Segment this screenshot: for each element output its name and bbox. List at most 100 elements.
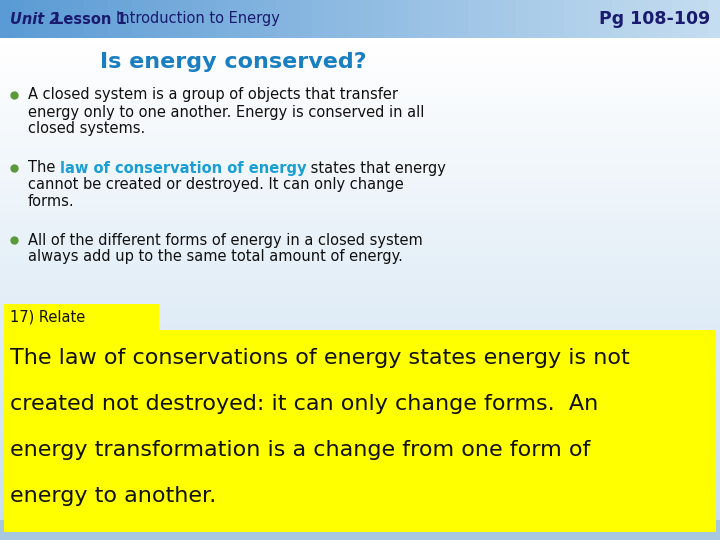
Bar	[144, 0, 157, 38]
Bar	[0, 448, 720, 457]
Bar	[0, 164, 720, 173]
Bar	[0, 63, 720, 72]
Bar	[0, 356, 720, 365]
Bar	[504, 0, 517, 38]
Bar	[0, 130, 720, 139]
Bar	[672, 0, 685, 38]
Bar	[228, 0, 241, 38]
Bar	[0, 465, 720, 474]
Bar	[48, 0, 61, 38]
Bar	[0, 97, 720, 106]
Bar	[60, 0, 73, 38]
Text: Lesson 1: Lesson 1	[54, 11, 127, 26]
Text: Introduction to Energy: Introduction to Energy	[116, 11, 280, 26]
Bar	[192, 0, 205, 38]
Text: cannot be created or destroyed. It can only change: cannot be created or destroyed. It can o…	[28, 178, 404, 192]
Bar	[180, 0, 193, 38]
Bar	[0, 205, 720, 215]
Bar	[264, 0, 277, 38]
Bar	[384, 0, 397, 38]
Bar	[0, 322, 720, 332]
Bar	[0, 197, 720, 206]
Bar	[0, 473, 720, 482]
Text: always add up to the same total amount of energy.: always add up to the same total amount o…	[28, 249, 403, 265]
Bar	[444, 0, 457, 38]
Bar	[156, 0, 169, 38]
Bar	[0, 105, 720, 114]
Bar	[12, 0, 25, 38]
Bar	[0, 507, 720, 516]
Bar	[0, 264, 720, 273]
Bar	[0, 172, 720, 181]
Bar	[324, 0, 337, 38]
Bar	[132, 0, 145, 38]
Bar	[0, 55, 720, 64]
Bar	[456, 0, 469, 38]
Bar	[516, 0, 529, 38]
Bar	[492, 0, 505, 38]
Bar	[0, 46, 720, 56]
Bar	[468, 0, 481, 38]
Bar	[0, 80, 720, 89]
Bar	[0, 520, 720, 540]
Text: energy transformation is a change from one form of: energy transformation is a change from o…	[10, 440, 590, 460]
Bar	[0, 255, 720, 265]
Bar	[0, 406, 720, 415]
Bar	[0, 239, 720, 248]
Bar	[300, 0, 313, 38]
Bar	[0, 456, 720, 465]
Bar	[636, 0, 649, 38]
Bar	[0, 289, 720, 299]
Bar	[0, 431, 720, 441]
Bar	[312, 0, 325, 38]
Text: closed systems.: closed systems.	[28, 122, 145, 137]
Bar	[252, 0, 265, 38]
Bar	[552, 0, 565, 38]
Bar	[84, 0, 97, 38]
Text: 17) Relate: 17) Relate	[10, 309, 85, 325]
Bar	[0, 281, 720, 290]
Bar	[4, 330, 716, 532]
Bar	[0, 523, 720, 532]
Bar	[0, 423, 720, 432]
Bar	[0, 38, 720, 48]
Text: The: The	[28, 160, 60, 176]
Bar	[0, 155, 720, 165]
Bar	[564, 0, 577, 38]
Bar	[108, 0, 121, 38]
Bar	[624, 0, 637, 38]
Text: energy to another.: energy to another.	[10, 486, 216, 506]
Bar	[288, 0, 301, 38]
Bar	[576, 0, 589, 38]
Bar	[600, 0, 613, 38]
Bar	[0, 138, 720, 148]
Text: states that energy: states that energy	[307, 160, 446, 176]
Text: law of conservation of energy: law of conservation of energy	[60, 160, 307, 176]
Bar	[0, 122, 720, 131]
Bar	[588, 0, 601, 38]
Bar	[240, 0, 253, 38]
Bar	[24, 0, 37, 38]
Bar	[528, 0, 541, 38]
Bar	[0, 490, 720, 499]
Bar	[396, 0, 409, 38]
Bar	[0, 415, 720, 424]
Bar	[0, 298, 720, 307]
Bar	[648, 0, 661, 38]
Bar	[0, 515, 720, 524]
Bar	[480, 0, 493, 38]
Bar	[0, 364, 720, 374]
Bar	[0, 389, 720, 399]
Bar	[420, 0, 433, 38]
Bar	[684, 0, 697, 38]
Bar	[36, 0, 49, 38]
Bar	[696, 0, 709, 38]
Bar	[0, 532, 720, 540]
Bar	[0, 339, 720, 348]
Bar	[0, 180, 720, 190]
Text: A closed system is a group of objects that transfer: A closed system is a group of objects th…	[28, 87, 398, 103]
Bar	[0, 398, 720, 407]
Text: energy only to one another. Energy is conserved in all: energy only to one another. Energy is co…	[28, 105, 424, 119]
Bar	[708, 0, 720, 38]
Text: Unit 2: Unit 2	[10, 11, 60, 26]
